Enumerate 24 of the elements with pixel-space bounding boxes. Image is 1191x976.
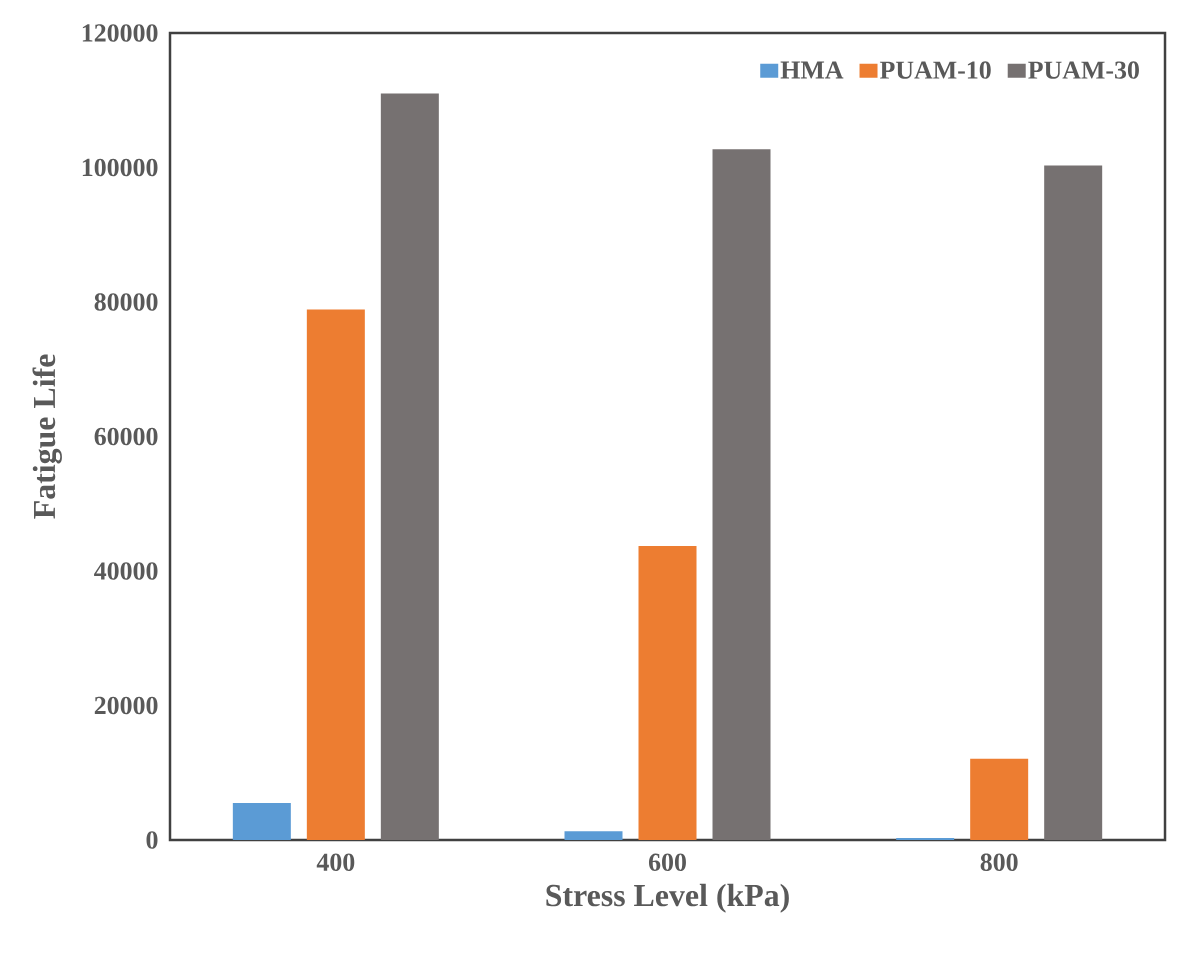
y-tick-label: 120000 [82,24,158,42]
y-tick-label: 40000 [94,562,158,580]
y-tick-label: 60000 [94,427,158,446]
y-tick-label: 100000 [82,158,158,177]
legend-label: PUAM-10 [879,61,991,79]
legend-label: HMA [780,61,844,79]
bar [232,803,291,840]
y-tick-label: 0 [146,831,158,849]
bar [896,837,955,840]
bar [564,831,623,840]
bar [638,546,697,840]
x-tick-label: 600 [648,853,686,871]
y-tick-label: 80000 [94,293,158,311]
x-axis-title: Stress Level (kPa) [546,883,789,913]
y-axis-title: Fatigue Life [32,354,62,519]
legend-label: PUAM-30 [1028,61,1139,79]
x-tick-label: 800 [980,853,1018,871]
bar [306,309,365,840]
bar [712,149,771,840]
bar [380,93,439,840]
bar [970,758,1029,840]
bar [1044,165,1103,840]
y-tick-label: 20000 [94,696,158,715]
x-tick-label: 400 [316,853,355,871]
